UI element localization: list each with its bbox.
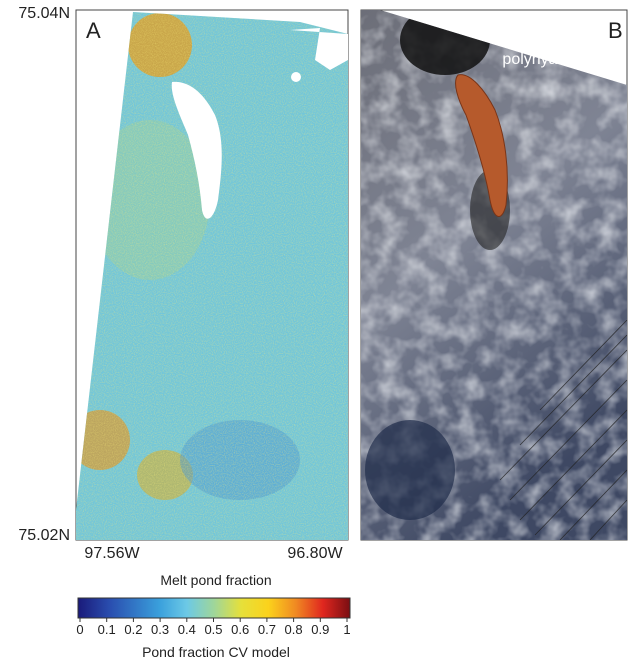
colorbar-tick-label: 0.8	[285, 622, 303, 637]
colorbar-tick-label: 0.5	[204, 622, 222, 637]
panel-label: B	[608, 18, 623, 43]
colorbar-tick-label: 1	[343, 622, 350, 637]
caption: Melt pond fraction	[160, 572, 271, 588]
satellite-image	[361, 5, 627, 540]
colorbar-tick-label: 0.1	[98, 622, 116, 637]
colorbar-tick-label: 0.4	[178, 622, 196, 637]
colorbar-tick-label: 0.3	[151, 622, 169, 637]
colorbar	[78, 598, 350, 618]
colorbar-tick-label: 0.6	[231, 622, 249, 637]
colorbar-tick-label: 0.9	[311, 622, 329, 637]
colorbar-tick-label: 0	[76, 622, 83, 637]
figure: A 75.04N 75.02N 97.56W 96.80W Melt pond …	[0, 0, 632, 664]
annotation: polynya	[502, 51, 557, 68]
colorbar-ticks: 0 0.1 0.2 0.3 0.4 0.5 0.6 0.7 0.8 0.9 1	[76, 618, 350, 637]
colorbar-tick-label: 0.2	[124, 622, 142, 637]
colorbar-tick-label: 0.7	[258, 622, 276, 637]
lat-label: 75.04N	[18, 5, 70, 22]
lon-label: 97.56W	[84, 545, 140, 562]
lat-label: 75.02N	[18, 527, 70, 544]
colorbar-label: Pond fraction CV model	[142, 644, 290, 660]
lon-label: 96.80W	[287, 545, 343, 562]
panel-label: A	[86, 18, 101, 43]
